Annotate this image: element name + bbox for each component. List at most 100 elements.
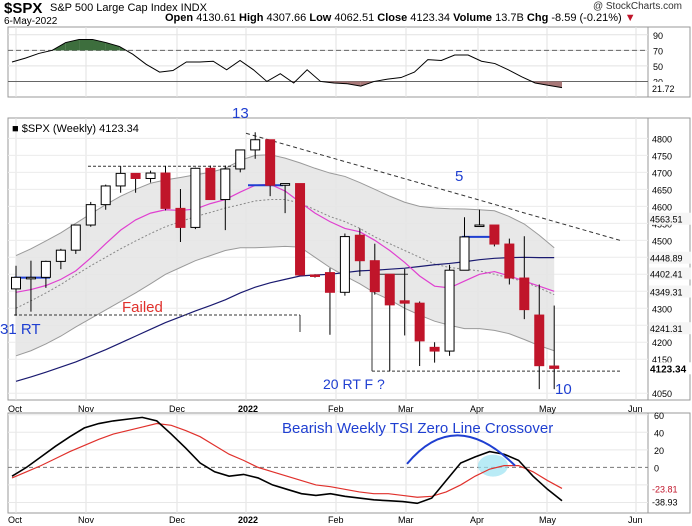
price-tick-label: 4750: [652, 151, 672, 161]
candle-body: [235, 149, 246, 170]
low-label: Low: [309, 12, 332, 24]
candle-body: [160, 172, 171, 209]
candle-body: [459, 236, 470, 271]
tsi-last-value-label: -38.93: [652, 498, 678, 508]
candle-body: [145, 172, 156, 179]
price-tick-label: 4800: [652, 134, 672, 144]
candle-body: [11, 276, 21, 290]
price-annotation: 5: [455, 168, 463, 185]
price-tick-label: 4300: [652, 304, 672, 314]
price-last-value-box: [649, 362, 691, 375]
month-tick-label-bottom: Dec: [169, 515, 186, 525]
candle-body: [205, 167, 216, 201]
candle-body: [250, 139, 261, 151]
rsi-line: [11, 38, 563, 89]
price-last-value-label: 4349.31: [650, 288, 683, 298]
panel-scale-frame: [647, 26, 691, 98]
high-label: High: [239, 12, 264, 24]
price-annotation: 10: [555, 381, 572, 398]
price-annotation: 20 RT F ?: [323, 376, 385, 392]
chg-label: Chg: [526, 12, 549, 24]
candle-body: [504, 243, 515, 279]
price-last-value-label: 4241.31: [650, 324, 683, 334]
candle-body: [70, 224, 81, 251]
candle-body: [519, 277, 530, 311]
price-last-value-box: [649, 322, 691, 335]
candle-body: [534, 314, 545, 367]
tsi-last-value-label: -23.81: [652, 484, 678, 494]
price-last-value-label: 4563.51: [650, 215, 683, 225]
price-annotation: 31 RT: [0, 321, 41, 338]
price-last-value-label: 4402.41: [650, 269, 683, 279]
price-last-value-label: 4448.89: [650, 254, 683, 264]
candle-body: [115, 172, 126, 187]
candle-body: [130, 172, 141, 179]
tsi-tick-label: 60: [654, 411, 664, 421]
candle-body: [429, 346, 440, 352]
rsi-overbought-fill: [105, 42, 120, 51]
candle-body: [384, 273, 395, 306]
candle-body: [55, 249, 66, 262]
open-label: Open: [165, 12, 194, 24]
tsi-line: [11, 416, 563, 505]
rsi-oversold-fill: [347, 81, 361, 87]
low-value: 4062.51: [334, 12, 375, 24]
candle-body: [414, 302, 425, 342]
close-label: Close: [377, 12, 408, 24]
high-value: 4307.66: [266, 12, 307, 24]
candle-body: [100, 185, 111, 206]
candle-body: [40, 260, 51, 278]
price-tick-label: 4150: [652, 355, 672, 365]
volume-value: 13.7B: [495, 12, 524, 24]
month-tick-label: Apr: [470, 404, 484, 414]
price-annotation: 13: [232, 105, 249, 122]
month-tick-label: Dec: [169, 404, 186, 414]
price-tick-label: 4050: [652, 389, 672, 399]
ohlc-readout: Open 4130.61 High 4307.66 Low 4062.51 Cl…: [165, 12, 636, 24]
price-last-value-box: [649, 285, 691, 298]
candle-body: [549, 365, 560, 369]
panel-frame: [7, 412, 649, 514]
top-arc-annotation: [406, 434, 516, 467]
price-annotation: Failed: [122, 299, 163, 316]
month-tick-label-bottom: Oct: [8, 515, 23, 525]
month-tick-label-bottom: May: [539, 515, 557, 525]
candle-body: [474, 224, 485, 228]
tsi-signal-line: [11, 422, 563, 498]
volume-label: Volume: [453, 12, 493, 24]
candle-body: [339, 236, 350, 293]
downtrend-line: [245, 132, 621, 241]
panel-frame: [7, 26, 649, 98]
panel-scale-frame: [647, 412, 691, 514]
price-last-value-box: [649, 212, 691, 225]
rsi-last-value-label: 21.72: [652, 84, 675, 94]
month-tick-label-bottom: Apr: [470, 515, 484, 525]
tsi-tick-label: 20: [654, 446, 664, 456]
price-tick-label: 4700: [652, 168, 672, 178]
rsi-tick-label: 50: [653, 62, 663, 72]
candle-body: [85, 204, 96, 226]
month-tick-label-bottom: Nov: [78, 515, 95, 525]
source-credit: @ StockCharts.com: [592, 1, 682, 12]
candle-body: [369, 260, 380, 293]
price-tick-label: 4600: [652, 202, 672, 212]
month-tick-label: 2022: [238, 404, 258, 414]
candle-body: [25, 276, 36, 280]
candle-body: [280, 183, 291, 186]
candle-body: [265, 139, 276, 186]
price-tick-label: 4650: [652, 185, 672, 195]
candle-body: [489, 224, 500, 245]
index-name: S&P 500 Large Cap Index INDX: [50, 2, 207, 14]
close-value: 4123.34: [410, 12, 451, 24]
rsi-last-value-box: [649, 81, 689, 94]
candle-body: [399, 300, 410, 304]
month-tick-label: May: [539, 404, 557, 414]
price-tick-label: 4200: [652, 338, 672, 348]
open-value: 4130.61: [196, 12, 236, 24]
symbol-title: $SPX: [4, 0, 43, 17]
month-tick-label-bottom: Mar: [398, 515, 414, 525]
month-tick-label: Feb: [328, 404, 344, 414]
price-tick-label: 4500: [652, 236, 672, 246]
tsi-title: Bearish Weekly TSI Zero Line Crossover: [282, 420, 553, 437]
chg-value: -8.59 (-0.21%): [551, 12, 622, 24]
